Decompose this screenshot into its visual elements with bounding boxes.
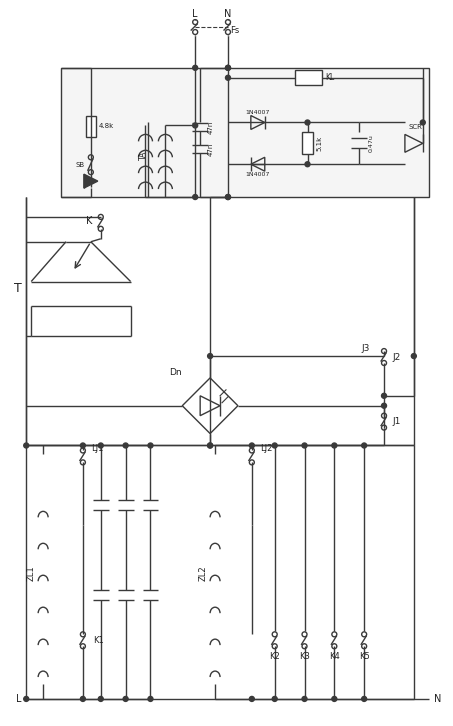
Text: SB: SB xyxy=(76,162,85,168)
Text: L: L xyxy=(193,9,198,19)
Text: Fs: Fs xyxy=(230,25,240,35)
Text: Dn: Dn xyxy=(169,368,182,378)
Text: TA: TA xyxy=(139,151,148,160)
Circle shape xyxy=(420,120,425,125)
Text: KL: KL xyxy=(325,73,335,82)
Circle shape xyxy=(207,443,212,448)
Text: 5.1k: 5.1k xyxy=(317,136,323,151)
Circle shape xyxy=(332,443,337,448)
Text: LJ2: LJ2 xyxy=(260,444,272,453)
Circle shape xyxy=(98,696,103,701)
Text: T: T xyxy=(14,282,21,295)
Text: J2: J2 xyxy=(392,353,400,362)
Text: K4: K4 xyxy=(329,652,340,661)
Circle shape xyxy=(361,696,366,701)
Text: K2: K2 xyxy=(270,652,280,661)
Circle shape xyxy=(361,443,366,448)
Circle shape xyxy=(207,443,212,448)
Polygon shape xyxy=(84,174,98,188)
Circle shape xyxy=(272,696,277,701)
Text: LJ1: LJ1 xyxy=(91,444,103,453)
Circle shape xyxy=(411,354,416,359)
Circle shape xyxy=(148,696,153,701)
Circle shape xyxy=(123,696,128,701)
Circle shape xyxy=(249,696,254,701)
Text: ZL2: ZL2 xyxy=(199,565,207,581)
Circle shape xyxy=(148,443,153,448)
Circle shape xyxy=(226,195,231,200)
Text: SCR: SCR xyxy=(409,124,423,131)
Text: J1: J1 xyxy=(392,417,400,426)
Text: 1N4007: 1N4007 xyxy=(246,110,270,115)
Bar xyxy=(86,115,96,137)
Circle shape xyxy=(24,696,29,701)
Circle shape xyxy=(24,443,29,448)
Text: K1: K1 xyxy=(93,636,104,645)
Circle shape xyxy=(249,443,254,448)
Circle shape xyxy=(381,393,386,399)
Text: N: N xyxy=(434,694,441,704)
Circle shape xyxy=(305,162,310,167)
Text: K: K xyxy=(87,216,93,226)
Circle shape xyxy=(302,696,307,701)
Circle shape xyxy=(207,354,212,359)
Bar xyxy=(61,68,429,197)
Circle shape xyxy=(226,195,231,200)
Bar xyxy=(294,70,323,85)
Circle shape xyxy=(193,65,198,70)
Circle shape xyxy=(80,696,85,701)
Text: K5: K5 xyxy=(359,652,370,661)
Text: ZL1: ZL1 xyxy=(27,565,36,581)
Circle shape xyxy=(226,65,231,70)
Text: L: L xyxy=(16,694,21,704)
Text: 0.47u: 0.47u xyxy=(368,134,373,152)
Circle shape xyxy=(226,76,231,81)
Text: 4.8k: 4.8k xyxy=(99,123,114,129)
Circle shape xyxy=(332,696,337,701)
Circle shape xyxy=(272,443,277,448)
Text: N: N xyxy=(224,9,231,19)
Circle shape xyxy=(226,65,231,70)
Circle shape xyxy=(80,443,85,448)
Bar xyxy=(302,132,313,155)
Circle shape xyxy=(98,443,103,448)
Circle shape xyxy=(381,403,386,408)
Text: 47n: 47n xyxy=(208,142,214,156)
Circle shape xyxy=(193,123,198,128)
Circle shape xyxy=(193,195,198,200)
Text: K3: K3 xyxy=(299,652,310,661)
Text: 1N4007: 1N4007 xyxy=(246,171,270,176)
Circle shape xyxy=(305,120,310,125)
Circle shape xyxy=(123,443,128,448)
Text: 47n: 47n xyxy=(208,121,214,134)
Circle shape xyxy=(302,443,307,448)
Text: J3: J3 xyxy=(362,343,370,353)
